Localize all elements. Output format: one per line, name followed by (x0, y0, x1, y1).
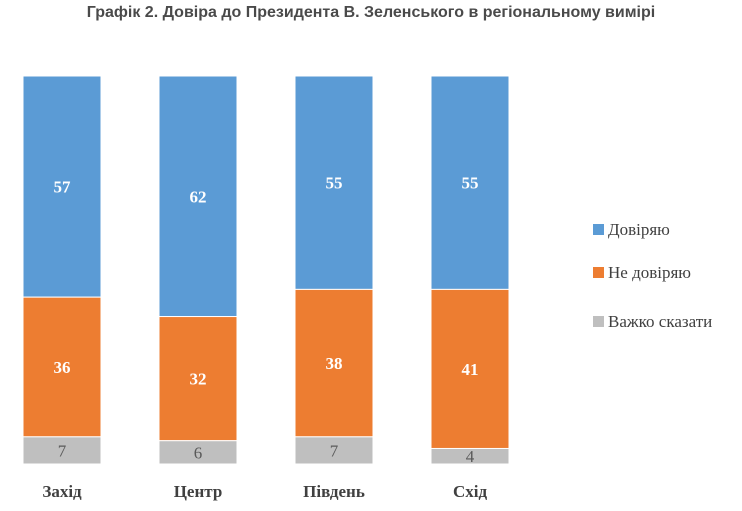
bars-layer (22, 75, 510, 465)
value-label-3-3: 7 (330, 441, 339, 460)
bar-segment-2-2 (158, 316, 238, 442)
value-label-3-1: 7 (58, 441, 67, 460)
legend: Довіряю Не довіряю Важко сказати (593, 220, 712, 331)
value-label-1-1: 57 (54, 178, 72, 197)
category-label-2: Центр (174, 482, 223, 501)
bar-segment-2-3 (294, 288, 374, 438)
value-label-3-2: 6 (194, 443, 203, 462)
bar-segment-3-4 (430, 447, 510, 465)
value-label-1-4: 55 (462, 174, 479, 193)
value-label-2-4: 41 (462, 360, 479, 379)
value-label-2-3: 38 (326, 354, 343, 373)
value-label-2-2: 32 (190, 370, 207, 389)
bar-segment-1-1 (22, 75, 102, 298)
legend-swatch-1 (593, 224, 604, 235)
bar-segment-3-3 (294, 436, 374, 465)
bar-segment-3-2 (158, 440, 238, 465)
bar-segment-1-4 (430, 75, 510, 290)
value-label-1-3: 55 (326, 174, 343, 193)
legend-label-2: Не довіряю (608, 263, 691, 282)
category-label-1: Захід (42, 482, 82, 501)
value-label-1-2: 62 (190, 187, 207, 206)
legend-swatch-3 (593, 316, 604, 327)
category-label-4: Схід (453, 482, 488, 501)
category-label-3: Південь (303, 482, 365, 501)
bar-segment-3-1 (22, 436, 102, 465)
chart-title: Графік 2. Довіра до Президента В. Зеленс… (86, 4, 656, 21)
value-label-2-1: 36 (54, 358, 71, 377)
bar-segment-2-4 (430, 288, 510, 449)
legend-label-1: Довіряю (608, 220, 670, 239)
value-label-3-4: 4 (466, 447, 475, 466)
category-labels-layer: Захід Центр Південь Схід (42, 482, 487, 501)
legend-swatch-2 (593, 267, 604, 278)
value-labels-layer: 57 36 7 62 32 6 55 38 7 55 41 4 (54, 174, 479, 467)
bar-segment-1-2 (158, 75, 238, 318)
legend-label-3: Важко сказати (608, 312, 712, 331)
